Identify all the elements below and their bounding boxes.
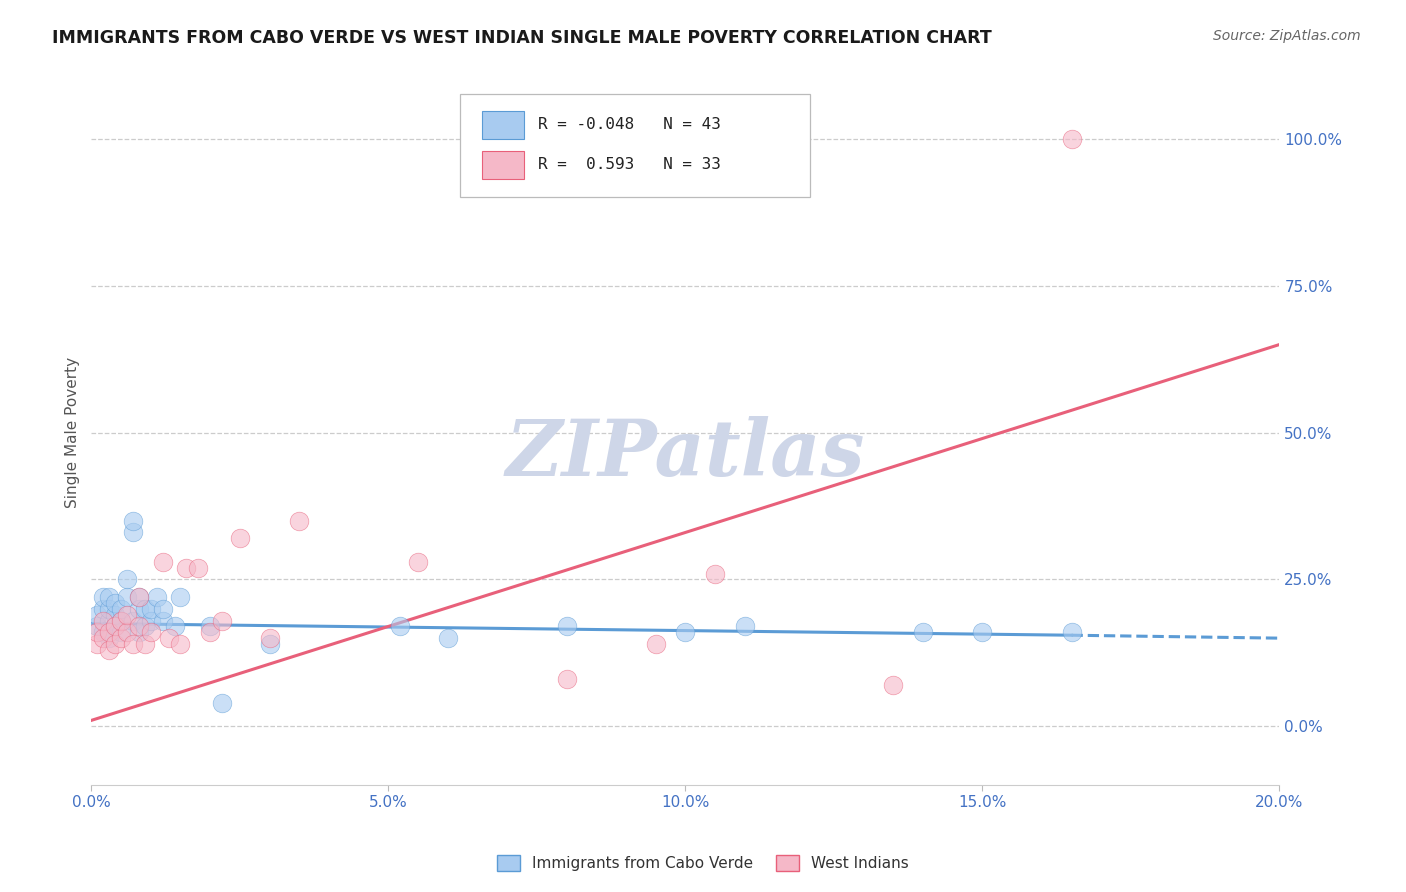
Point [115,590,138,604]
Point [152,614,174,628]
Text: R = -0.048   N = 43: R = -0.048 N = 43 [538,117,721,132]
Point [122,514,145,528]
Point [436,631,458,645]
Point [555,619,578,633]
Point [1060,132,1083,146]
Point [110,625,132,640]
Point [104,619,127,633]
Point [734,619,756,633]
FancyBboxPatch shape [482,111,524,139]
Point [152,555,174,569]
Point [134,602,156,616]
Point [91,602,114,616]
Point [128,590,150,604]
Point [115,625,138,640]
Point [139,614,162,628]
Point [152,602,174,616]
Point [169,590,191,604]
Point [200,619,222,633]
Point [104,619,127,633]
Text: Source: ZipAtlas.com: Source: ZipAtlas.com [1213,29,1361,43]
Point [98,643,121,657]
Point [86,619,108,633]
Point [91,614,114,628]
Point [91,625,114,640]
Point [110,614,132,628]
Point [1060,625,1083,640]
Text: ZIPatlas: ZIPatlas [506,416,865,492]
Point [673,625,696,640]
Point [110,602,132,616]
Point [200,625,222,640]
Point [98,614,121,628]
Point [91,590,114,604]
Point [704,566,727,581]
Point [145,590,167,604]
Point [972,625,994,640]
Point [211,696,233,710]
Point [169,637,191,651]
Point [91,631,114,645]
Point [122,637,145,651]
Point [288,514,311,528]
Point [406,555,429,569]
Point [229,532,252,546]
Point [176,560,198,574]
Point [115,573,138,587]
Text: IMMIGRANTS FROM CABO VERDE VS WEST INDIAN SINGLE MALE POVERTY CORRELATION CHART: IMMIGRANTS FROM CABO VERDE VS WEST INDIA… [52,29,991,46]
Point [187,560,209,574]
Point [389,619,412,633]
Point [139,625,162,640]
Point [882,678,904,692]
Point [134,619,156,633]
Point [555,673,578,687]
Point [104,596,127,610]
Point [644,637,666,651]
Point [98,631,121,645]
Point [911,625,934,640]
Legend: Immigrants from Cabo Verde, West Indians: Immigrants from Cabo Verde, West Indians [491,849,915,877]
FancyBboxPatch shape [482,151,524,179]
Point [110,614,132,628]
Point [104,607,127,622]
FancyBboxPatch shape [460,95,810,196]
Point [86,637,108,651]
Point [98,590,121,604]
Point [104,637,127,651]
Point [122,614,145,628]
Point [259,631,281,645]
Point [86,607,108,622]
Y-axis label: Single Male Poverty: Single Male Poverty [65,357,80,508]
Point [139,602,162,616]
Text: R =  0.593   N = 33: R = 0.593 N = 33 [538,157,721,172]
Point [98,602,121,616]
Point [128,625,150,640]
Point [115,607,138,622]
Point [211,614,233,628]
Point [128,590,150,604]
Point [86,625,108,640]
Point [98,625,121,640]
Point [128,619,150,633]
Point [157,631,180,645]
Point [163,619,186,633]
Point [122,525,145,540]
Point [110,631,132,645]
Point [134,637,156,651]
Point [128,602,150,616]
Point [259,637,281,651]
